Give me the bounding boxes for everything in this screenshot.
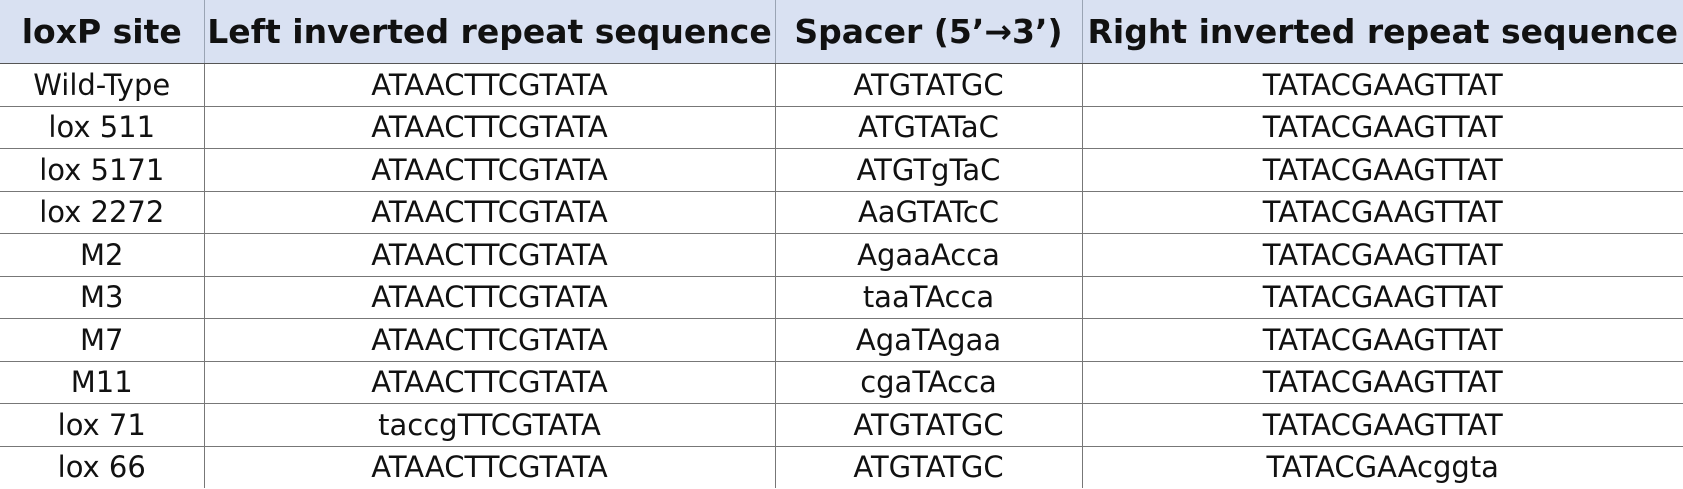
header-cell: loxP site <box>0 0 204 64</box>
table-row: lox 5171 ATAACTTCGTATA ATGTgTaC TATACGAAGTT… <box>0 148 1683 191</box>
table-cell: AgaaAcca <box>774 233 1082 276</box>
table-cell: ATAACTTCGTATA <box>203 275 775 319</box>
table-row: lox 2272 ATAACTTCGTATA AaGTATcC TATACGAAGTT… <box>0 190 1683 234</box>
header-cell: Right inverted repeat sequence <box>1081 0 1683 64</box>
table-cell: cgaTAcca <box>774 360 1082 404</box>
table-cell: M7 <box>0 318 204 361</box>
table-cell: Wild-Type <box>0 63 204 106</box>
table-cell: TATACGAAGTTAT <box>1081 63 1683 106</box>
table-cell: M2 <box>0 233 204 276</box>
table-cell: lox 66 <box>0 445 204 488</box>
header-cell: Spacer (5’→3’) <box>774 0 1082 64</box>
table-cell: ATGTgTaC <box>774 148 1082 191</box>
table-cell: ATAACTTCGTATA <box>203 190 775 234</box>
table-row: M7 ATAACTTCGTATA AgaTAgaa TATACGAAGTTAT <box>0 318 1683 361</box>
table-cell: ATGTATaC <box>774 105 1082 149</box>
table-cell: ATGTATGC <box>774 403 1082 446</box>
table-cell: ATAACTTCGTATA <box>203 445 775 488</box>
table-cell: TATACGAAGTTAT <box>1081 190 1683 234</box>
header-row: loxP site Left inverted repeat sequence Sp… <box>0 0 1683 64</box>
table-cell: ATAACTTCGTATA <box>203 105 775 149</box>
table-cell: M3 <box>0 275 204 319</box>
table-cell: lox 5171 <box>0 148 204 191</box>
table-row: lox 511 ATAACTTCGTATA ATGTATaC TATACGAAGTTA… <box>0 105 1683 149</box>
table-row: M2 ATAACTTCGTATA AgaaAcca TATACGAAGTTAT <box>0 233 1683 276</box>
table-cell: TATACGAAGTTAT <box>1081 318 1683 361</box>
header-cell: Left inverted repeat sequence <box>203 0 775 64</box>
table-cell: ATAACTTCGTATA <box>203 148 775 191</box>
table-cell: taccgTTCGTATA <box>203 403 775 446</box>
table-cell: M11 <box>0 360 204 404</box>
table-cell: AgaTAgaa <box>774 318 1082 361</box>
table-row: lox 66 ATAACTTCGTATA ATGTATGC TATACGAAcggta <box>0 445 1683 488</box>
table-cell: ATGTATGC <box>774 63 1082 106</box>
table-cell: ATAACTTCGTATA <box>203 318 775 361</box>
table-cell: ATAACTTCGTATA <box>203 233 775 276</box>
table-cell: TATACGAAGTTAT <box>1081 148 1683 191</box>
table-cell: TATACGAAGTTAT <box>1081 403 1683 446</box>
table-cell: TATACGAAGTTAT <box>1081 105 1683 149</box>
table-cell: ATAACTTCGTATA <box>203 63 775 106</box>
table-row: M11 ATAACTTCGTATA cgaTAcca TATACGAAGTTAT <box>0 360 1683 404</box>
table-cell: lox 71 <box>0 403 204 446</box>
table-row: M3 ATAACTTCGTATA taaTAcca TATACGAAGTTAT <box>0 275 1683 319</box>
table-row: lox 71 taccgTTCGTATA ATGTATGC TATACGAAGTTAT <box>0 403 1683 446</box>
table-cell: TATACGAAGTTAT <box>1081 275 1683 319</box>
table-cell: lox 511 <box>0 105 204 149</box>
table-cell: TATACGAAcggta <box>1081 445 1683 488</box>
table-row: Wild-Type ATAACTTCGTATA ATGTATGC TATACGAAGT… <box>0 63 1683 106</box>
table-cell: taaTAcca <box>774 275 1082 319</box>
table-header: loxP site Left inverted repeat sequence Sp… <box>0 0 1683 64</box>
table-cell: ATGTATGC <box>774 445 1082 488</box>
table-body: Wild-Type ATAACTTCGTATA ATGTATGC TATACGAAGT… <box>0 63 1683 488</box>
table-cell: TATACGAAGTTAT <box>1081 233 1683 276</box>
table-cell: TATACGAAGTTAT <box>1081 360 1683 404</box>
table-cell: AaGTATcC <box>774 190 1082 234</box>
table-cell: lox 2272 <box>0 190 204 234</box>
table-cell: ATAACTTCGTATA <box>203 360 775 404</box>
